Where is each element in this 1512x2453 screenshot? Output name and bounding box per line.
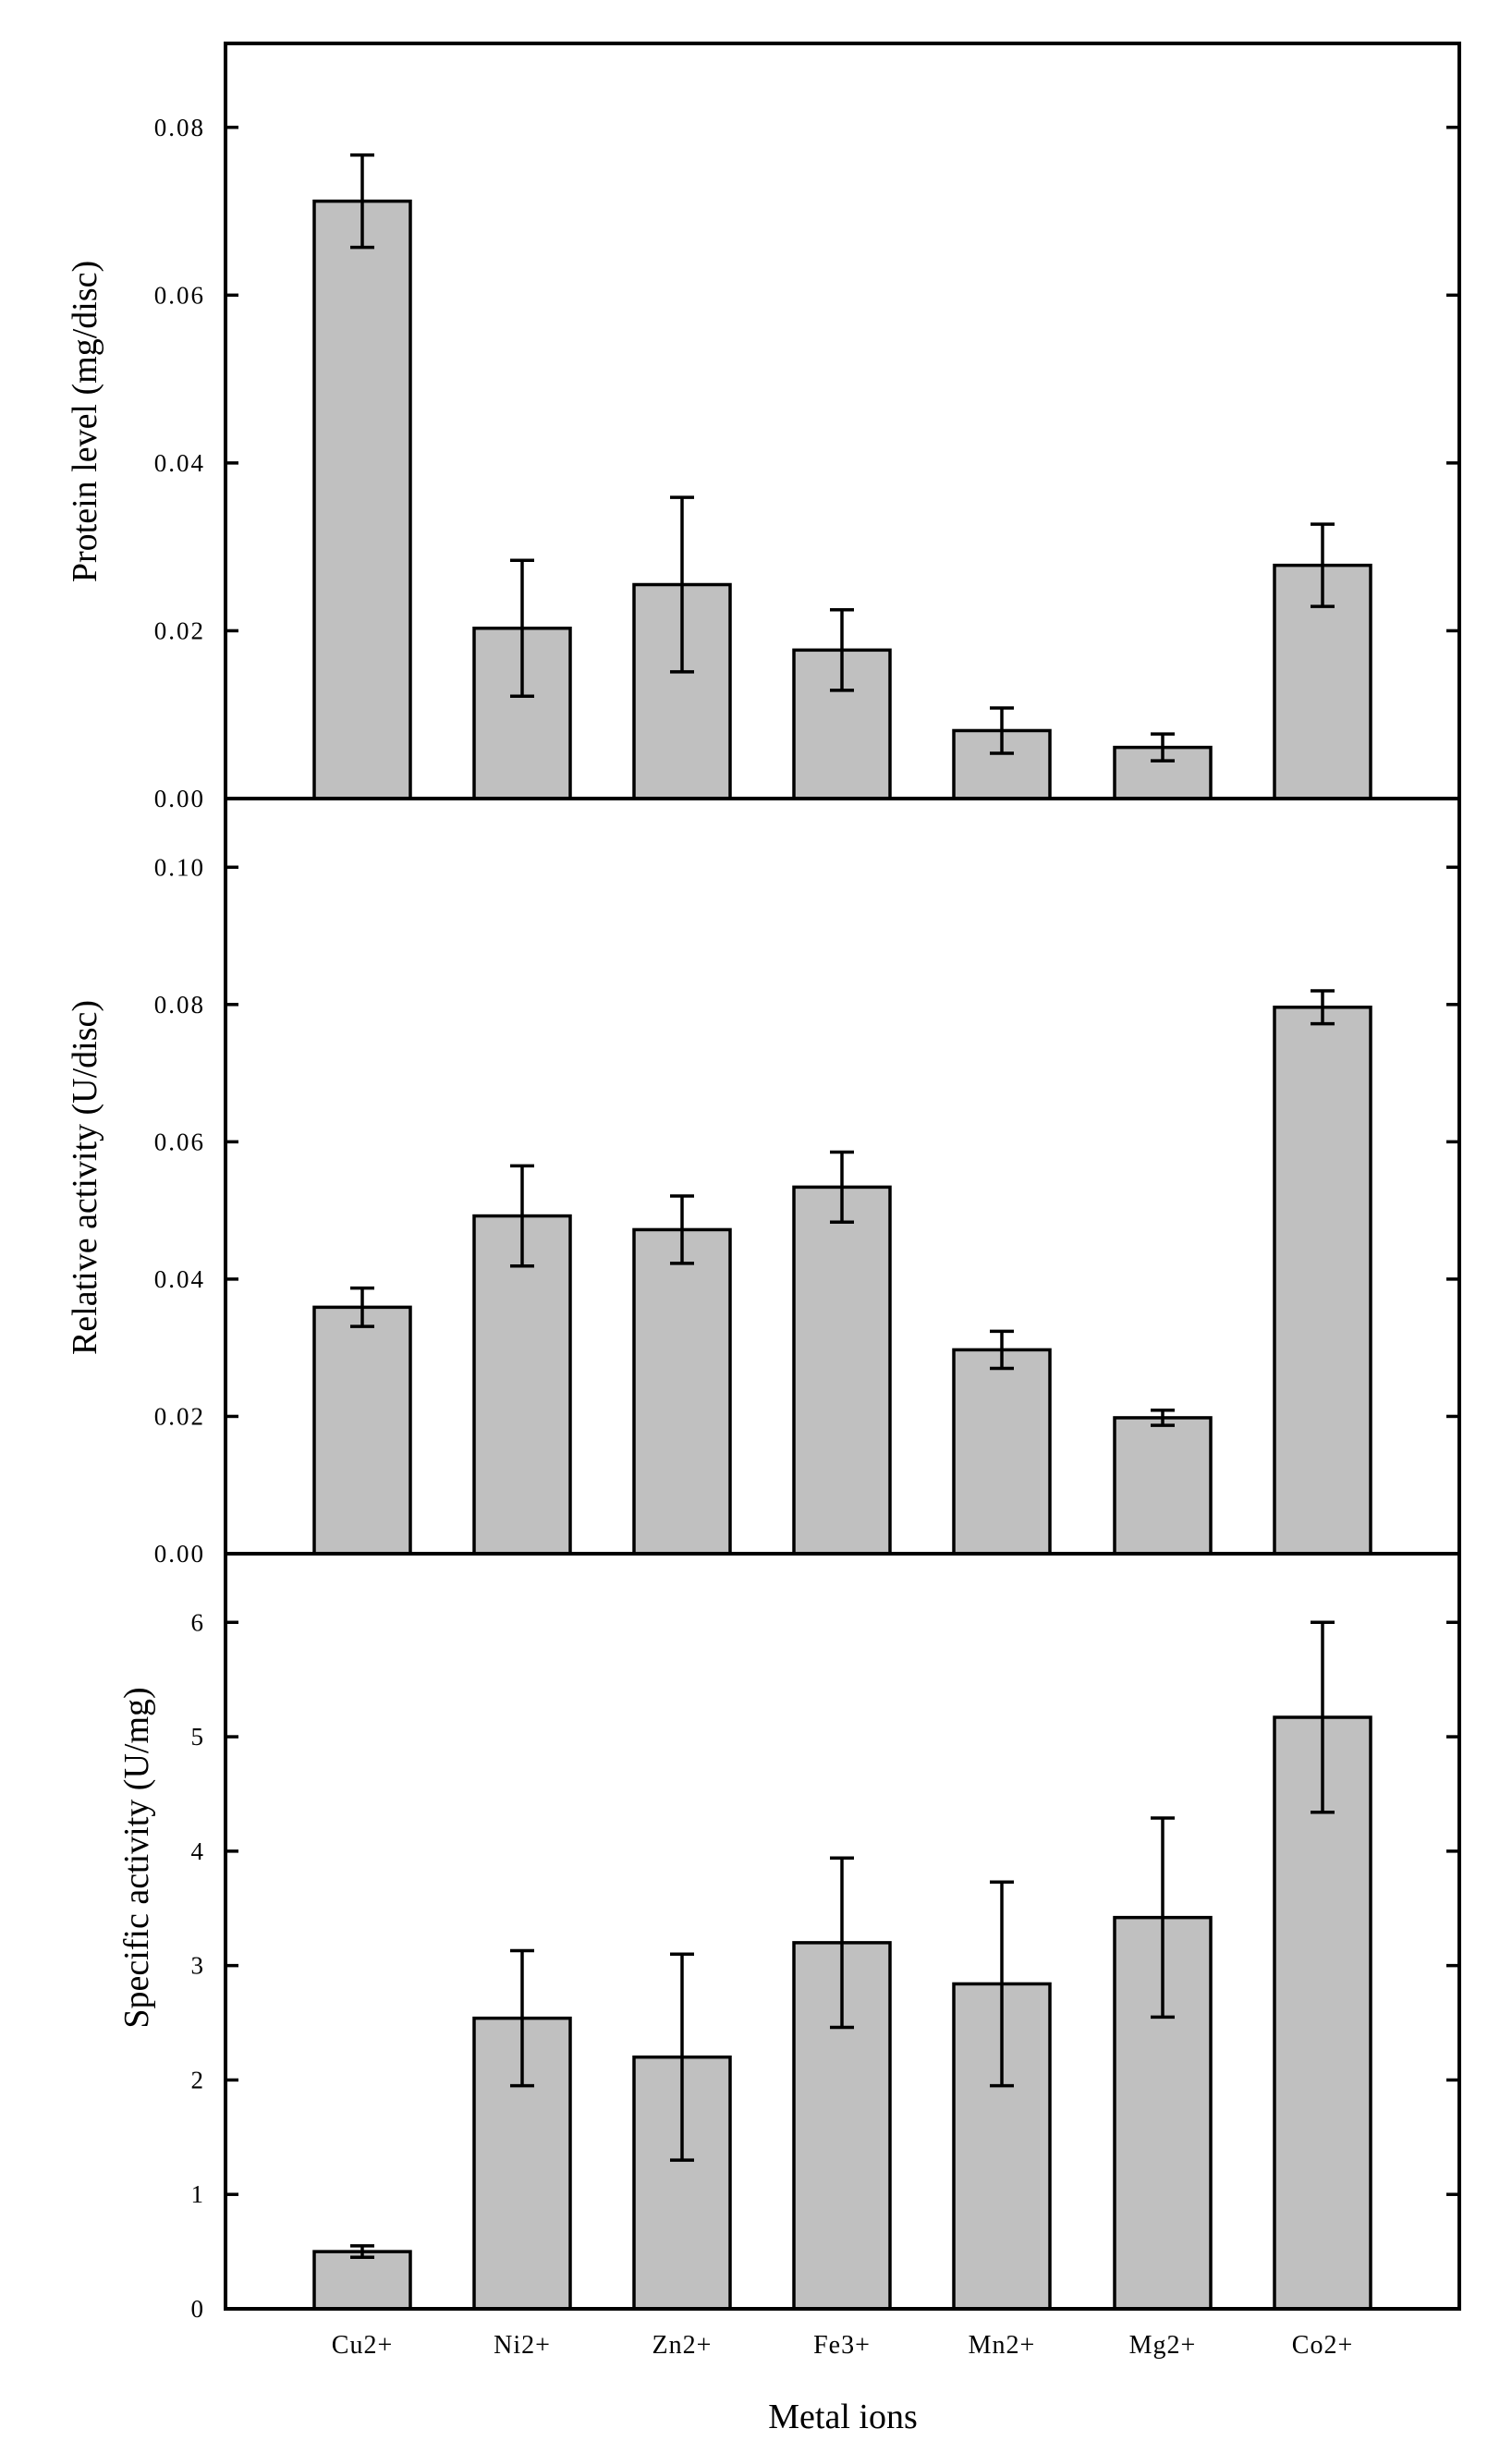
bar-Fe3+ (792, 1185, 892, 1556)
error-bar-Zn2+ (670, 1952, 694, 2162)
y-tick-label: 0.00 (154, 785, 205, 812)
error-bar-Ni2+ (510, 1948, 534, 2088)
x-tick-label-Ni2+: Ni2+ (494, 2331, 551, 2360)
x-tick-label-Zn2+: Zn2+ (652, 2331, 713, 2360)
panel-relative-activity: 0.00 0.02 0.04 0.06 0.08 0.10 Relative activi… (66, 797, 1461, 1568)
y-tick-label: 0.04 (154, 449, 205, 477)
y-tick-label: 5 (191, 1723, 206, 1751)
y-tick-label: 0.06 (154, 281, 205, 309)
activity-error-bars (350, 989, 1335, 1427)
error-bar-Fe3+ (830, 1150, 854, 1225)
y-tick-label: 0 (191, 2295, 206, 2323)
x-tick-label-Cu2+: Cu2+ (332, 2331, 393, 2360)
error-bar-Ni2+ (510, 558, 534, 699)
error-bar-Mn2+ (990, 1880, 1014, 2088)
y-tick-label: 1 (191, 2180, 206, 2208)
bar-Zn2+ (632, 1227, 732, 1556)
y-tick-label: 0.10 (154, 853, 205, 881)
panel-protein-level: 0.00 0.02 0.04 0.06 0.08 Protein level (mg/d… (66, 42, 1461, 812)
protein-bars (312, 199, 1372, 800)
specific-y-axis-label: Specific activity (U/mg) (117, 1687, 156, 2028)
error-bar-Fe3+ (830, 608, 854, 692)
error-bar-Co2+ (1311, 1620, 1335, 1814)
y-tick-label: 2 (191, 2066, 206, 2093)
y-tick-label: 0.02 (154, 1402, 205, 1430)
y-tick-label: 6 (191, 1608, 206, 1636)
error-bar-Cu2+ (350, 2244, 374, 2260)
error-bar-Mn2+ (990, 1329, 1014, 1371)
error-bar-Cu2+ (350, 153, 374, 250)
y-tick-label: 0.04 (154, 1265, 205, 1293)
bar-Ni2+ (472, 1214, 572, 1556)
bar-Mn2+ (952, 728, 1052, 800)
y-tick-label: 0.02 (154, 616, 205, 644)
bar-Mg2+ (1113, 1416, 1213, 1556)
bar-Cu2+ (312, 199, 412, 800)
protein-y-ticks: 0.00 0.02 0.04 0.06 0.08 (154, 114, 1459, 812)
x-tick-label-Co2+: Co2+ (1292, 2331, 1353, 2360)
bar-Mn2+ (952, 1348, 1052, 1556)
error-bar-Ni2+ (510, 1164, 534, 1268)
activity-y-ticks: 0.00 0.02 0.04 0.06 0.08 0.10 (154, 853, 1459, 1568)
specific-error-bars (350, 1620, 1335, 2260)
bar-Cu2+ (312, 1305, 412, 1556)
error-bar-Fe3+ (830, 1856, 854, 2030)
x-tick-label-Fe3+: Fe3+ (813, 2331, 871, 2360)
specific-y-ticks: 0 1 2 3 4 5 6 (191, 1608, 1459, 2323)
activity-bars (312, 1006, 1372, 1556)
error-bar-Co2+ (1311, 989, 1335, 1026)
activity-y-axis-label: Relative activity (U/disc) (66, 1000, 104, 1355)
y-tick-label: 0.08 (154, 991, 205, 1019)
panel-specific-activity: 0 1 2 3 4 5 6 Specific activity (U/mg) (117, 1552, 1461, 2323)
y-tick-label: 0.00 (154, 1540, 205, 1568)
x-axis-label: Metal ions (768, 2398, 917, 2436)
error-bar-Mg2+ (1151, 732, 1175, 763)
error-bar-Mg2+ (1151, 1409, 1175, 1427)
x-category-labels: Cu2+ Ni2+ Zn2+ Fe3+ Mn2+ Mg2+ Co2+ (332, 2331, 1353, 2360)
protein-error-bars (350, 153, 1335, 763)
specific-plot-frame (224, 1552, 1461, 2311)
y-tick-label: 0.06 (154, 1128, 205, 1155)
error-bar-Zn2+ (670, 1194, 694, 1265)
error-bar-Mg2+ (1151, 1816, 1175, 2020)
y-tick-label: 3 (191, 1952, 206, 1980)
error-bar-Mn2+ (990, 706, 1014, 755)
error-bar-Cu2+ (350, 1286, 374, 1328)
protein-y-axis-label: Protein level (mg/disc) (66, 261, 104, 582)
error-bar-Zn2+ (670, 495, 694, 674)
bar-Co2+ (1273, 1006, 1372, 1556)
bar-Cu2+ (312, 2250, 412, 2311)
y-tick-label: 0.08 (154, 114, 205, 141)
x-tick-label-Mg2+: Mg2+ (1129, 2331, 1197, 2360)
x-tick-label-Mn2+: Mn2+ (969, 2331, 1036, 2360)
error-bar-Co2+ (1311, 522, 1335, 608)
y-tick-label: 4 (191, 1837, 206, 1865)
